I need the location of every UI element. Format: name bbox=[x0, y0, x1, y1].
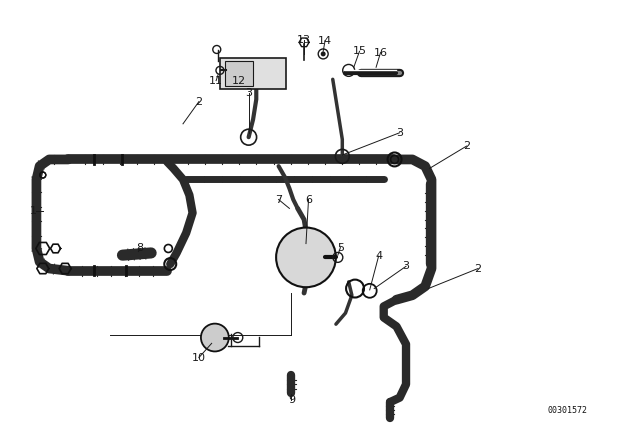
Text: 13: 13 bbox=[297, 35, 311, 45]
Text: 3: 3 bbox=[396, 128, 403, 138]
Text: 3: 3 bbox=[403, 261, 410, 271]
FancyBboxPatch shape bbox=[225, 61, 253, 86]
Circle shape bbox=[276, 228, 336, 287]
Text: 11: 11 bbox=[209, 76, 223, 86]
Text: 2: 2 bbox=[195, 97, 202, 107]
Circle shape bbox=[321, 52, 326, 56]
Text: 4: 4 bbox=[375, 251, 382, 261]
Text: 12: 12 bbox=[232, 76, 246, 86]
Text: 00301572: 00301572 bbox=[548, 406, 588, 415]
Text: 1: 1 bbox=[29, 206, 36, 215]
Circle shape bbox=[201, 323, 228, 351]
Text: 2: 2 bbox=[474, 263, 481, 274]
Text: 15: 15 bbox=[353, 46, 367, 56]
Text: 5: 5 bbox=[337, 243, 344, 253]
Text: 6: 6 bbox=[305, 194, 312, 205]
Text: 14: 14 bbox=[318, 35, 332, 46]
Text: 2: 2 bbox=[463, 141, 470, 151]
Text: 7: 7 bbox=[275, 194, 282, 205]
Text: 8: 8 bbox=[137, 243, 144, 254]
Text: 10: 10 bbox=[192, 353, 206, 362]
Text: 3: 3 bbox=[245, 88, 252, 98]
Text: 16: 16 bbox=[374, 47, 388, 58]
Text: 9: 9 bbox=[288, 395, 295, 405]
FancyBboxPatch shape bbox=[220, 58, 286, 89]
